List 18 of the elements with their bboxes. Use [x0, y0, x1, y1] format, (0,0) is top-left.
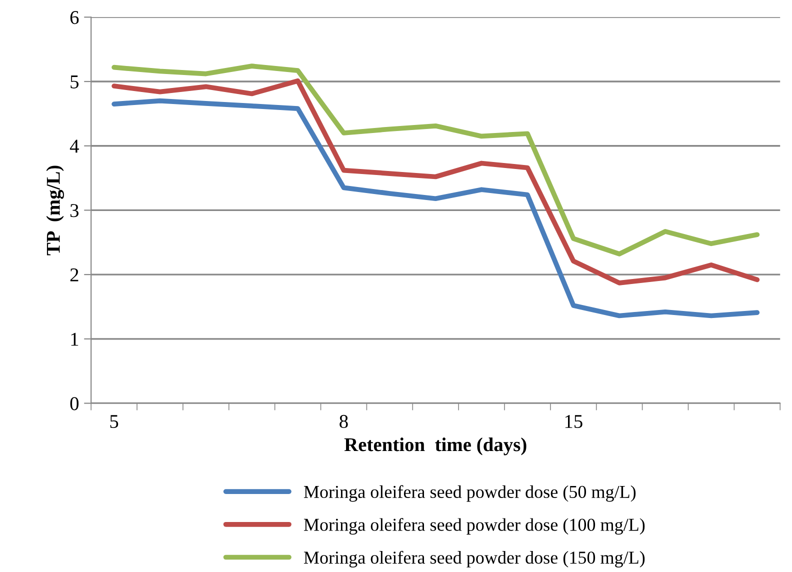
line-series	[112, 64, 760, 256]
x-tick-label: 5	[110, 415, 118, 428]
y-tick-label: 0	[70, 397, 79, 410]
y-tick-label: 1	[71, 332, 78, 346]
legend-label: Moringa oleifera seed powder dose (100 mg/L)	[304, 518, 645, 535]
y-tick-label: 3	[70, 204, 79, 218]
line-series	[112, 98, 760, 318]
x-tick-label: 15	[565, 415, 582, 428]
legend-label: Moringa oleifera seed powder dose (150 mg/L)	[304, 550, 645, 568]
y-axis-title: TP (mg/L)	[46, 166, 64, 256]
x-tick-label: 8	[340, 414, 348, 428]
y-tick-label: 4	[70, 140, 79, 153]
x-axis-title: Retention time (days)	[344, 438, 526, 456]
y-tick-label: 6	[70, 11, 79, 24]
line-series	[112, 78, 760, 286]
y-tick-label: 5	[70, 76, 79, 88]
y-tick-label: 2	[70, 268, 78, 282]
legend-label: Moringa oleifera seed powder dose (50 mg/L)	[304, 485, 636, 502]
